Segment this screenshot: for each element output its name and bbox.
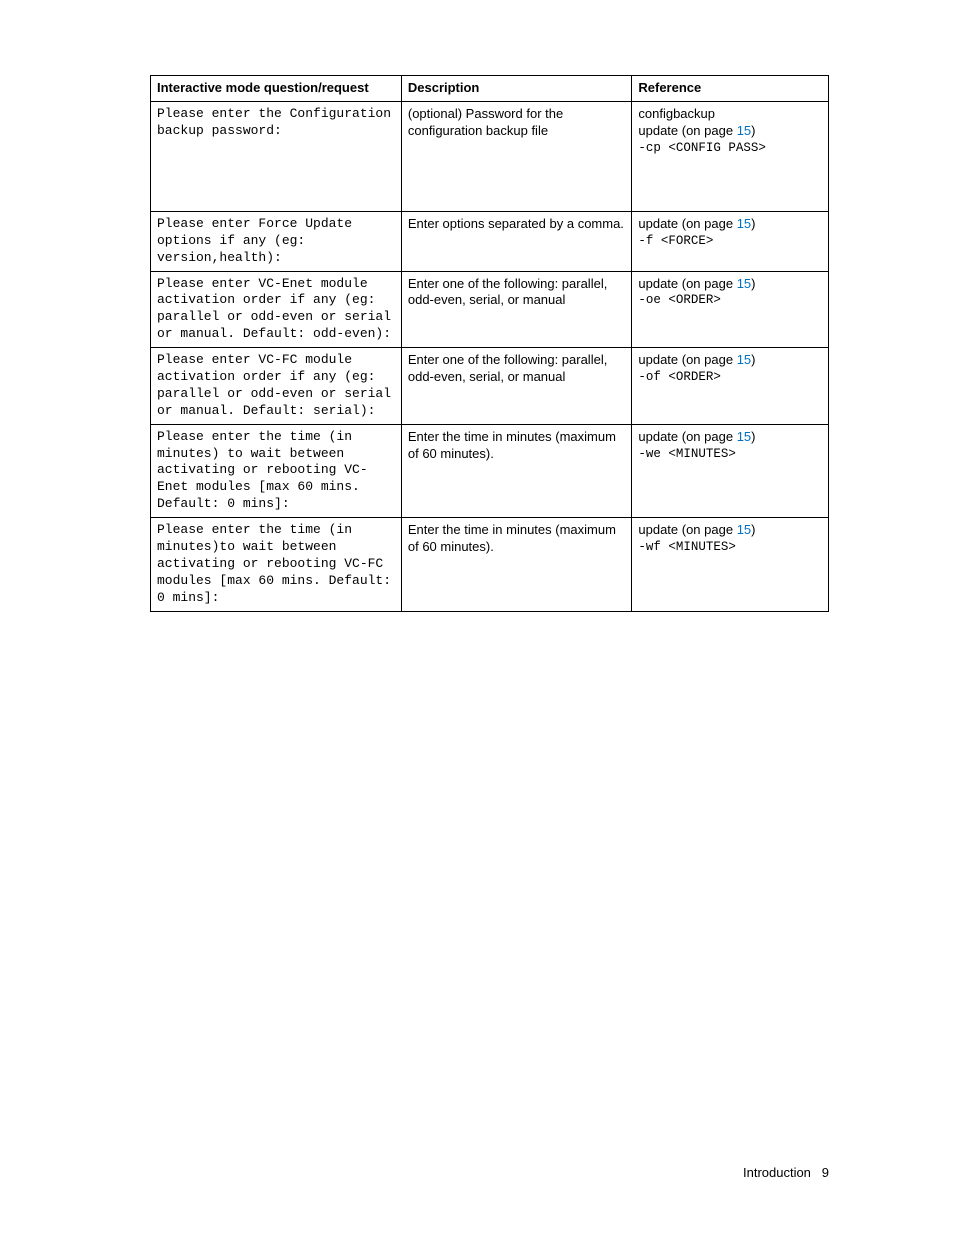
ref-code: -f <FORCE> <box>638 233 822 250</box>
ref-link-prefix: update (on page <box>638 352 736 367</box>
cell-question: Please enter VC-Enet module activation o… <box>151 271 402 348</box>
cell-reference: configbackup update (on page 15) -cp <CO… <box>632 101 829 211</box>
footer-section: Introduction <box>743 1165 811 1180</box>
table-row: Please enter VC-FC module activation ord… <box>151 348 829 425</box>
ref-link-line: update (on page 15) <box>638 522 822 539</box>
header-reference: Reference <box>632 76 829 102</box>
header-description: Description <box>401 76 632 102</box>
table-row: Please enter the Configuration backup pa… <box>151 101 829 211</box>
ref-link-suffix: ) <box>751 123 755 138</box>
page-link[interactable]: 15 <box>737 522 751 537</box>
document-page: Interactive mode question/request Descri… <box>0 0 954 1235</box>
table-row: Please enter Force Update options if any… <box>151 211 829 271</box>
ref-link-line: update (on page 15) <box>638 123 822 140</box>
cell-reference: update (on page 15) -wf <MINUTES> <box>632 518 829 611</box>
ref-code: -of <ORDER> <box>638 369 822 386</box>
ref-code: -cp <CONFIG PASS> <box>638 140 822 157</box>
page-link[interactable]: 15 <box>737 123 751 138</box>
ref-link-suffix: ) <box>751 522 755 537</box>
page-link[interactable]: 15 <box>737 352 751 367</box>
ref-link-prefix: update (on page <box>638 276 736 291</box>
ref-link-prefix: update (on page <box>638 123 736 138</box>
cell-reference: update (on page 15) -oe <ORDER> <box>632 271 829 348</box>
cell-question: Please enter VC-FC module activation ord… <box>151 348 402 425</box>
ref-code: -we <MINUTES> <box>638 446 822 463</box>
cell-description: Enter the time in minutes (maximum of 60… <box>401 424 632 517</box>
page-link[interactable]: 15 <box>737 276 751 291</box>
page-footer: Introduction 9 <box>743 1165 829 1180</box>
cell-description: Enter one of the following: parallel, od… <box>401 271 632 348</box>
cell-description: Enter the time in minutes (maximum of 60… <box>401 518 632 611</box>
ref-link-suffix: ) <box>751 352 755 367</box>
cell-question: Please enter the Configuration backup pa… <box>151 101 402 211</box>
cell-question: Please enter the time (in minutes)to wai… <box>151 518 402 611</box>
cell-question: Please enter Force Update options if any… <box>151 211 402 271</box>
page-link[interactable]: 15 <box>737 429 751 444</box>
cell-reference: update (on page 15) -we <MINUTES> <box>632 424 829 517</box>
ref-pre-text: configbackup <box>638 106 822 123</box>
ref-link-line: update (on page 15) <box>638 352 822 369</box>
ref-link-prefix: update (on page <box>638 522 736 537</box>
ref-link-prefix: update (on page <box>638 216 736 231</box>
cell-question: Please enter the time (in minutes) to wa… <box>151 424 402 517</box>
ref-link-line: update (on page 15) <box>638 276 822 293</box>
ref-link-suffix: ) <box>751 216 755 231</box>
cell-description: Enter options separated by a comma. <box>401 211 632 271</box>
page-link[interactable]: 15 <box>737 216 751 231</box>
ref-link-prefix: update (on page <box>638 429 736 444</box>
ref-code: -wf <MINUTES> <box>638 539 822 556</box>
table-row: Please enter the time (in minutes) to wa… <box>151 424 829 517</box>
ref-code: -oe <ORDER> <box>638 292 822 309</box>
header-question: Interactive mode question/request <box>151 76 402 102</box>
ref-link-line: update (on page 15) <box>638 429 822 446</box>
ref-link-suffix: ) <box>751 429 755 444</box>
ref-link-suffix: ) <box>751 276 755 291</box>
table-header-row: Interactive mode question/request Descri… <box>151 76 829 102</box>
reference-table: Interactive mode question/request Descri… <box>150 75 829 612</box>
table-row: Please enter VC-Enet module activation o… <box>151 271 829 348</box>
ref-link-line: update (on page 15) <box>638 216 822 233</box>
cell-reference: update (on page 15) -f <FORCE> <box>632 211 829 271</box>
footer-page-number: 9 <box>822 1165 829 1180</box>
cell-description: (optional) Password for the configuratio… <box>401 101 632 211</box>
cell-reference: update (on page 15) -of <ORDER> <box>632 348 829 425</box>
cell-description: Enter one of the following: parallel, od… <box>401 348 632 425</box>
table-row: Please enter the time (in minutes)to wai… <box>151 518 829 611</box>
